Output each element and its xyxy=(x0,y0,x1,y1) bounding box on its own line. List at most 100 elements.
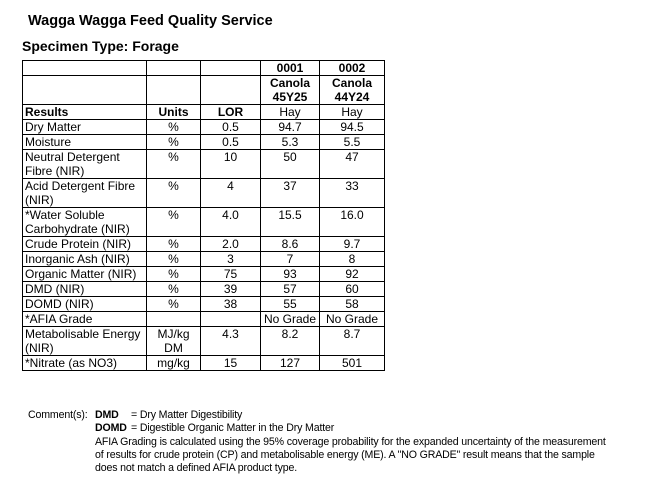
result-name: DOMD (NIR) xyxy=(22,296,147,312)
value-0001: 55 xyxy=(260,296,320,312)
lor-header: LOR xyxy=(200,104,261,120)
dmd-abbr: DMD xyxy=(95,409,119,421)
table-row: *Nitrate (as NO3) mg/kg 15 127 501 xyxy=(22,355,385,371)
lor: 0.5 xyxy=(200,134,261,150)
lor: 2.0 xyxy=(200,236,261,252)
unit: % xyxy=(146,251,201,267)
result-name: Neutral Detergent Fibre (NIR) xyxy=(22,149,147,179)
value-0001: 15.5 xyxy=(260,207,320,237)
result-name: DMD (NIR) xyxy=(22,281,147,297)
result-name: Crude Protein (NIR) xyxy=(22,236,147,252)
value-0001: 127 xyxy=(260,355,320,371)
table-row: *Water Soluble Carbohydrate (NIR)% 4.0 15.… xyxy=(22,207,385,237)
value-0001: No Grade xyxy=(260,311,320,327)
table-row: DOMD (NIR)% 38 55 58 xyxy=(22,296,385,312)
result-name: Dry Matter xyxy=(22,119,147,135)
result-name: *AFIA Grade xyxy=(22,311,147,327)
table-row: DMD (NIR)% 39 57 60 xyxy=(22,281,385,297)
lor: 4.0 xyxy=(200,207,261,237)
unit: mg/kg xyxy=(146,355,201,371)
sample-desc-row: Canola 45Y25 Canola 44Y24 xyxy=(22,75,385,105)
afia-note: does not match a defined AFIA product ty… xyxy=(95,462,298,475)
unit xyxy=(146,311,201,327)
afia-note: of results for crude protein (CP) and me… xyxy=(95,448,595,461)
sample-id: 0002 xyxy=(319,60,385,76)
table-row: Inorganic Ash (NIR)% 3 7 8 xyxy=(22,251,385,267)
result-name: Moisture xyxy=(22,134,147,150)
lor: 15 xyxy=(200,355,261,371)
specimen-type: Specimen Type: Forage xyxy=(22,38,179,54)
unit: MJ/kg DM xyxy=(146,326,201,356)
result-name: Organic Matter (NIR) xyxy=(22,266,147,282)
value-0002: 58 xyxy=(319,296,385,312)
domd-definition: = Digestible Organic Matter in the Dry M… xyxy=(131,422,335,435)
unit: % xyxy=(146,296,201,312)
sample-desc: Canola 45Y25 xyxy=(260,75,320,105)
org-title: Wagga Wagga Feed Quality Service xyxy=(28,13,273,29)
sample-type: Hay xyxy=(319,104,385,120)
table-row: Acid Detergent Fibre (NIR)% 4 37 33 xyxy=(22,178,385,208)
results-header: Results xyxy=(22,104,147,120)
value-0002: 8.7 xyxy=(319,326,385,356)
value-0002: 9.7 xyxy=(319,236,385,252)
value-0002: 47 xyxy=(319,149,385,179)
table-row: Metabolisable Energy (NIR) MJ/kg DM 4.3 8.2… xyxy=(22,326,385,356)
unit: % xyxy=(146,178,201,208)
value-0002: 501 xyxy=(319,355,385,371)
afia-note: AFIA Grading is calculated using the 95%… xyxy=(95,435,606,448)
unit: % xyxy=(146,236,201,252)
lor: 4 xyxy=(200,178,261,208)
lor: 0.5 xyxy=(200,119,261,135)
lor: 10 xyxy=(200,149,261,179)
lor: 3 xyxy=(200,251,261,267)
value-0002: 8 xyxy=(319,251,385,267)
table-row: Crude Protein (NIR)% 2.0 8.6 9.7 xyxy=(22,236,385,252)
dmd-definition: = Dry Matter Digestibility xyxy=(131,409,243,421)
comments-label: Comment(s): xyxy=(28,409,88,421)
sample-id-row: 0001 0002 xyxy=(22,60,385,76)
sample-id: 0001 xyxy=(260,60,320,76)
results-table: 0001 0002 Canola 45Y25 Canola 44Y24 Result… xyxy=(22,60,385,371)
value-0001: 50 xyxy=(260,149,320,179)
result-name: *Water Soluble Carbohydrate (NIR) xyxy=(22,207,147,237)
value-0002: 60 xyxy=(319,281,385,297)
value-0001: 5.3 xyxy=(260,134,320,150)
value-0002: 92 xyxy=(319,266,385,282)
result-name: Acid Detergent Fibre (NIR) xyxy=(22,178,147,208)
unit: % xyxy=(146,149,201,179)
value-0001: 8.6 xyxy=(260,236,320,252)
unit: % xyxy=(146,134,201,150)
table-row: Organic Matter (NIR)% 75 93 92 xyxy=(22,266,385,282)
lor: 38 xyxy=(200,296,261,312)
value-0002: 94.5 xyxy=(319,119,385,135)
value-0002: 33 xyxy=(319,178,385,208)
lor: 4.3 xyxy=(200,326,261,356)
result-name: Metabolisable Energy (NIR) xyxy=(22,326,147,356)
value-0001: 94.7 xyxy=(260,119,320,135)
value-0001: 7 xyxy=(260,251,320,267)
value-0001: 93 xyxy=(260,266,320,282)
unit: % xyxy=(146,207,201,237)
sample-desc: Canola 44Y24 xyxy=(319,75,385,105)
lor xyxy=(200,311,261,327)
table-row: Dry Matter% 0.5 94.7 94.5 xyxy=(22,119,385,135)
lor: 75 xyxy=(200,266,261,282)
value-0002: 5.5 xyxy=(319,134,385,150)
value-0001: 57 xyxy=(260,281,320,297)
units-header: Units xyxy=(146,104,201,120)
sample-type: Hay xyxy=(260,104,320,120)
table-row: *AFIA Grade No Grade No Grade xyxy=(22,311,385,327)
value-0001: 37 xyxy=(260,178,320,208)
unit: % xyxy=(146,266,201,282)
value-0002: 16.0 xyxy=(319,207,385,237)
table-row: Neutral Detergent Fibre (NIR)% 10 50 47 xyxy=(22,149,385,179)
lor: 39 xyxy=(200,281,261,297)
value-0001: 8.2 xyxy=(260,326,320,356)
result-name: Inorganic Ash (NIR) xyxy=(22,251,147,267)
unit: % xyxy=(146,119,201,135)
domd-abbr: DOMD xyxy=(95,422,127,435)
result-name: *Nitrate (as NO3) xyxy=(22,355,147,371)
header-row: Results Units LOR Hay Hay xyxy=(22,104,385,120)
value-0002: No Grade xyxy=(319,311,385,327)
unit: % xyxy=(146,281,201,297)
